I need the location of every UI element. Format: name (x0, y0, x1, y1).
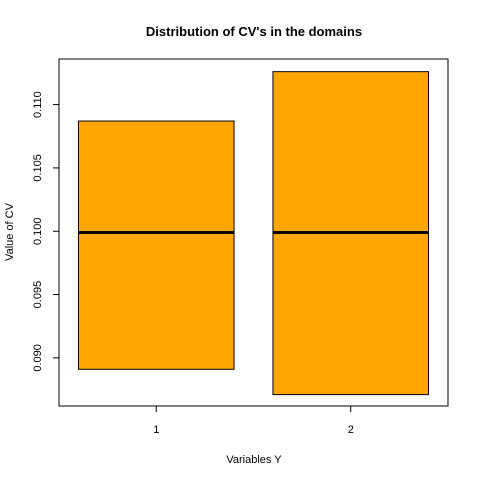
y-tick-label: 0.095 (32, 281, 44, 309)
x-axis-label: Variables Y (226, 454, 282, 466)
boxes-group (77, 71, 430, 396)
y-tick-label: 0.110 (32, 91, 44, 118)
y-axis: 0.090 0.095 0.100 0.105 0.110 (32, 91, 59, 372)
y-axis-label: Value of CV (4, 202, 16, 261)
y-tick-label: 0.105 (32, 154, 44, 182)
y-tick-label: 0.100 (32, 217, 44, 245)
y-tick-label: 0.090 (32, 344, 44, 372)
plot-area-frame (58, 58, 449, 407)
x-tick-label: 1 (153, 424, 159, 436)
chart-title: Distribution of CV's in the domains (146, 24, 362, 39)
box-1 (77, 120, 235, 370)
x-tick-label: 2 (348, 424, 354, 436)
